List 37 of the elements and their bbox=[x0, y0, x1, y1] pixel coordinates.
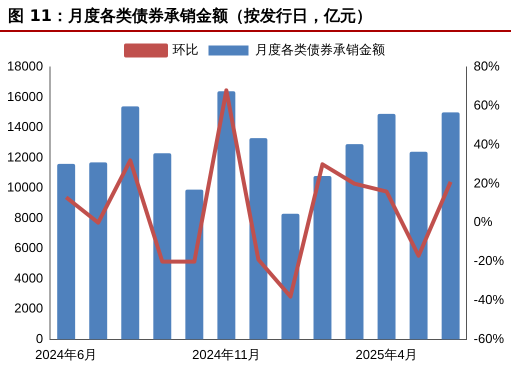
y2-tick-label: 80% bbox=[474, 58, 500, 74]
chart-title: 图 11：月度各类债券承销金额（按发行日，亿元） bbox=[0, 0, 511, 32]
bar bbox=[378, 114, 396, 340]
bar bbox=[410, 152, 428, 340]
y-tick-label: 12000 bbox=[6, 149, 44, 164]
bar bbox=[57, 164, 76, 340]
legend-label: 环比 bbox=[172, 42, 198, 58]
bar bbox=[217, 91, 236, 340]
bar bbox=[185, 190, 204, 340]
bar bbox=[281, 214, 300, 340]
y-tick-label: 8000 bbox=[14, 210, 44, 225]
y2-tick-label: 40% bbox=[474, 136, 500, 152]
bar bbox=[121, 106, 140, 340]
bar bbox=[249, 138, 268, 340]
y-tick-label: 0 bbox=[36, 330, 44, 346]
legend-label: 月度各类债券承销金额 bbox=[255, 42, 385, 58]
y-tick-label: 2000 bbox=[14, 300, 44, 316]
y-tick-label: 14000 bbox=[6, 119, 44, 134]
y2-tick-label: -20% bbox=[474, 253, 504, 268]
bar bbox=[314, 176, 332, 340]
y2-tick-label: -60% bbox=[474, 330, 504, 346]
y2-tick-label: 0% bbox=[474, 214, 493, 230]
y2-tick-label: 60% bbox=[474, 97, 500, 112]
y-tick-label: 10000 bbox=[6, 180, 44, 195]
y2-tick-label: -40% bbox=[474, 292, 504, 308]
y-tick-label: 4000 bbox=[14, 270, 44, 286]
x-tick-label: 2025年4月 bbox=[355, 346, 418, 362]
bar bbox=[153, 153, 172, 340]
y2-tick-label: 20% bbox=[474, 175, 500, 190]
y-tick-label: 18000 bbox=[6, 58, 44, 74]
x-tick-label: 2024年6月 bbox=[35, 346, 98, 362]
x-tick-label: 2024年11月 bbox=[192, 346, 261, 362]
bar bbox=[89, 162, 108, 340]
bar bbox=[442, 112, 460, 340]
y-tick-label: 16000 bbox=[6, 88, 44, 104]
bar bbox=[346, 144, 364, 340]
y-tick-label: 6000 bbox=[14, 240, 44, 256]
